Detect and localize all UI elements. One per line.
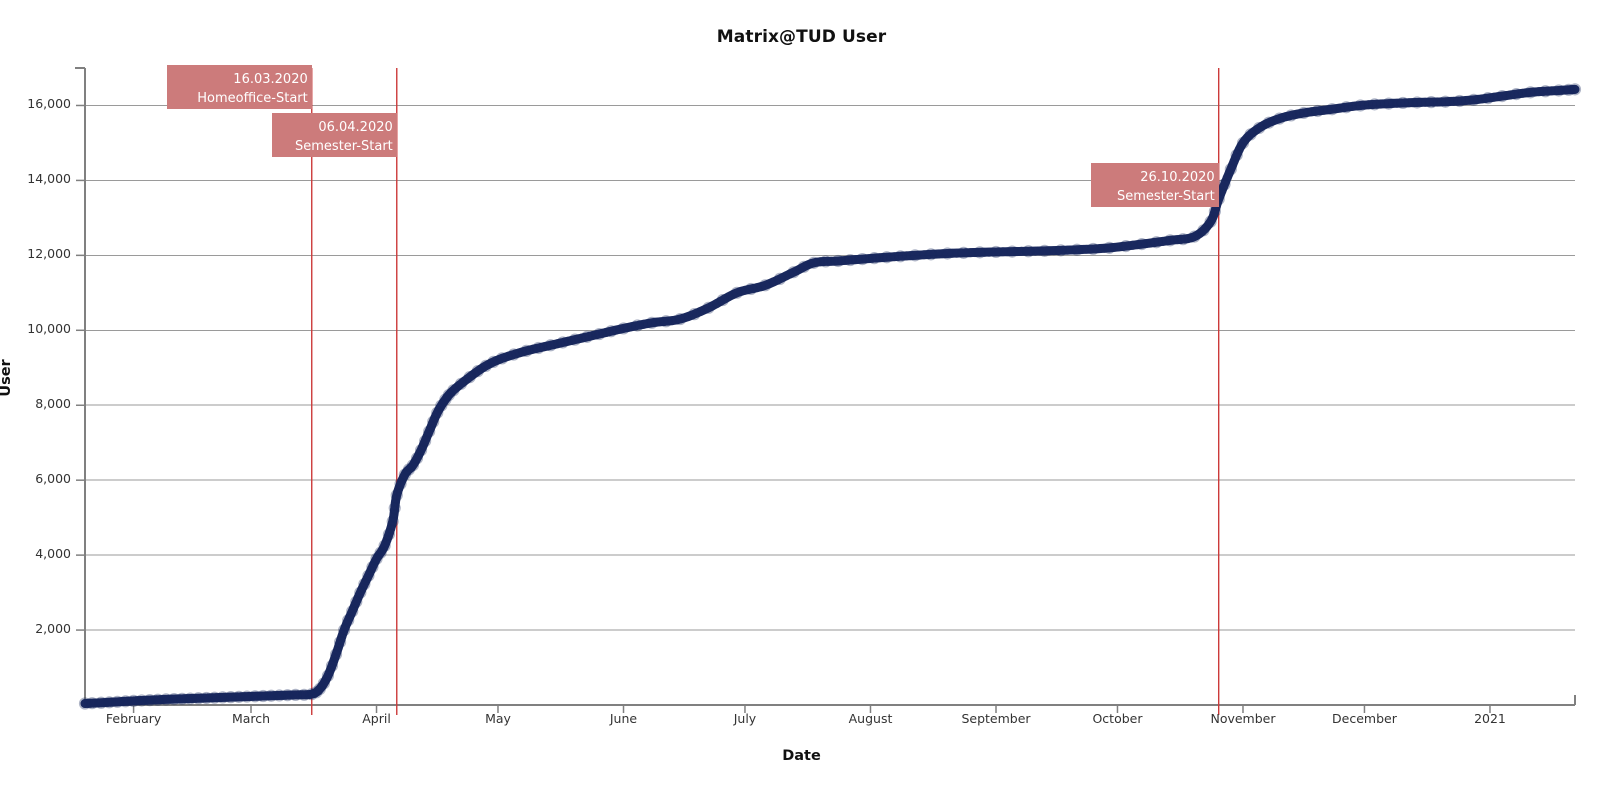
y-tick-label: 16,000 <box>27 96 71 112</box>
y-tick-label: 4,000 <box>35 546 71 562</box>
x-tick-label: December <box>1332 711 1397 726</box>
annotation-1: 16.03.2020 Homeoffice-Start <box>166 65 312 109</box>
data-series-line <box>80 84 1580 708</box>
y-tick-label: 12,000 <box>27 246 71 262</box>
x-axis-ticks <box>132 705 1491 713</box>
x-axis-label: Date <box>782 748 821 764</box>
annotation-label: Semester-Start <box>1116 189 1215 204</box>
annotation-label: Homeoffice-Start <box>197 91 308 106</box>
x-tick-label: November <box>1210 711 1276 726</box>
x-tick-label: March <box>231 711 271 726</box>
x-tick-label: July <box>733 711 757 726</box>
x-tick-label: June <box>609 711 638 726</box>
annotation-date: 26.10.2020 <box>1140 170 1215 185</box>
x-tick-label: September <box>961 711 1031 726</box>
y-tick-label: 10,000 <box>27 321 71 337</box>
y-axis-ticks <box>76 104 85 631</box>
x-tick-label: May <box>485 711 511 726</box>
x-tick-label: August <box>848 711 893 726</box>
y-tick-label: 14,000 <box>27 171 71 187</box>
chart-title: Matrix@TUD User <box>716 27 887 47</box>
annotation-vertical-lines <box>311 68 1220 715</box>
annotation-3: 26.10.2020 Semester-Start <box>1090 163 1219 207</box>
x-tick-label: October <box>1092 711 1143 726</box>
x-tick-label: February <box>105 711 162 726</box>
annotation-2: 06.04.2020 Semester-Start <box>271 113 397 157</box>
annotation-date: 06.04.2020 <box>318 120 393 135</box>
x-tick-label: April <box>362 711 391 726</box>
annotation-label: Semester-Start <box>295 139 393 154</box>
x-tick-label: 2021 <box>1474 711 1506 726</box>
axis-lines <box>75 67 1576 706</box>
gridlines <box>85 104 1575 631</box>
y-tick-label: 8,000 <box>35 396 71 412</box>
y-tick-label: 6,000 <box>35 471 71 487</box>
annotation-date: 16.03.2020 <box>233 72 308 87</box>
y-tick-label: 2,000 <box>35 621 71 637</box>
data-series-markers <box>78 83 1582 710</box>
